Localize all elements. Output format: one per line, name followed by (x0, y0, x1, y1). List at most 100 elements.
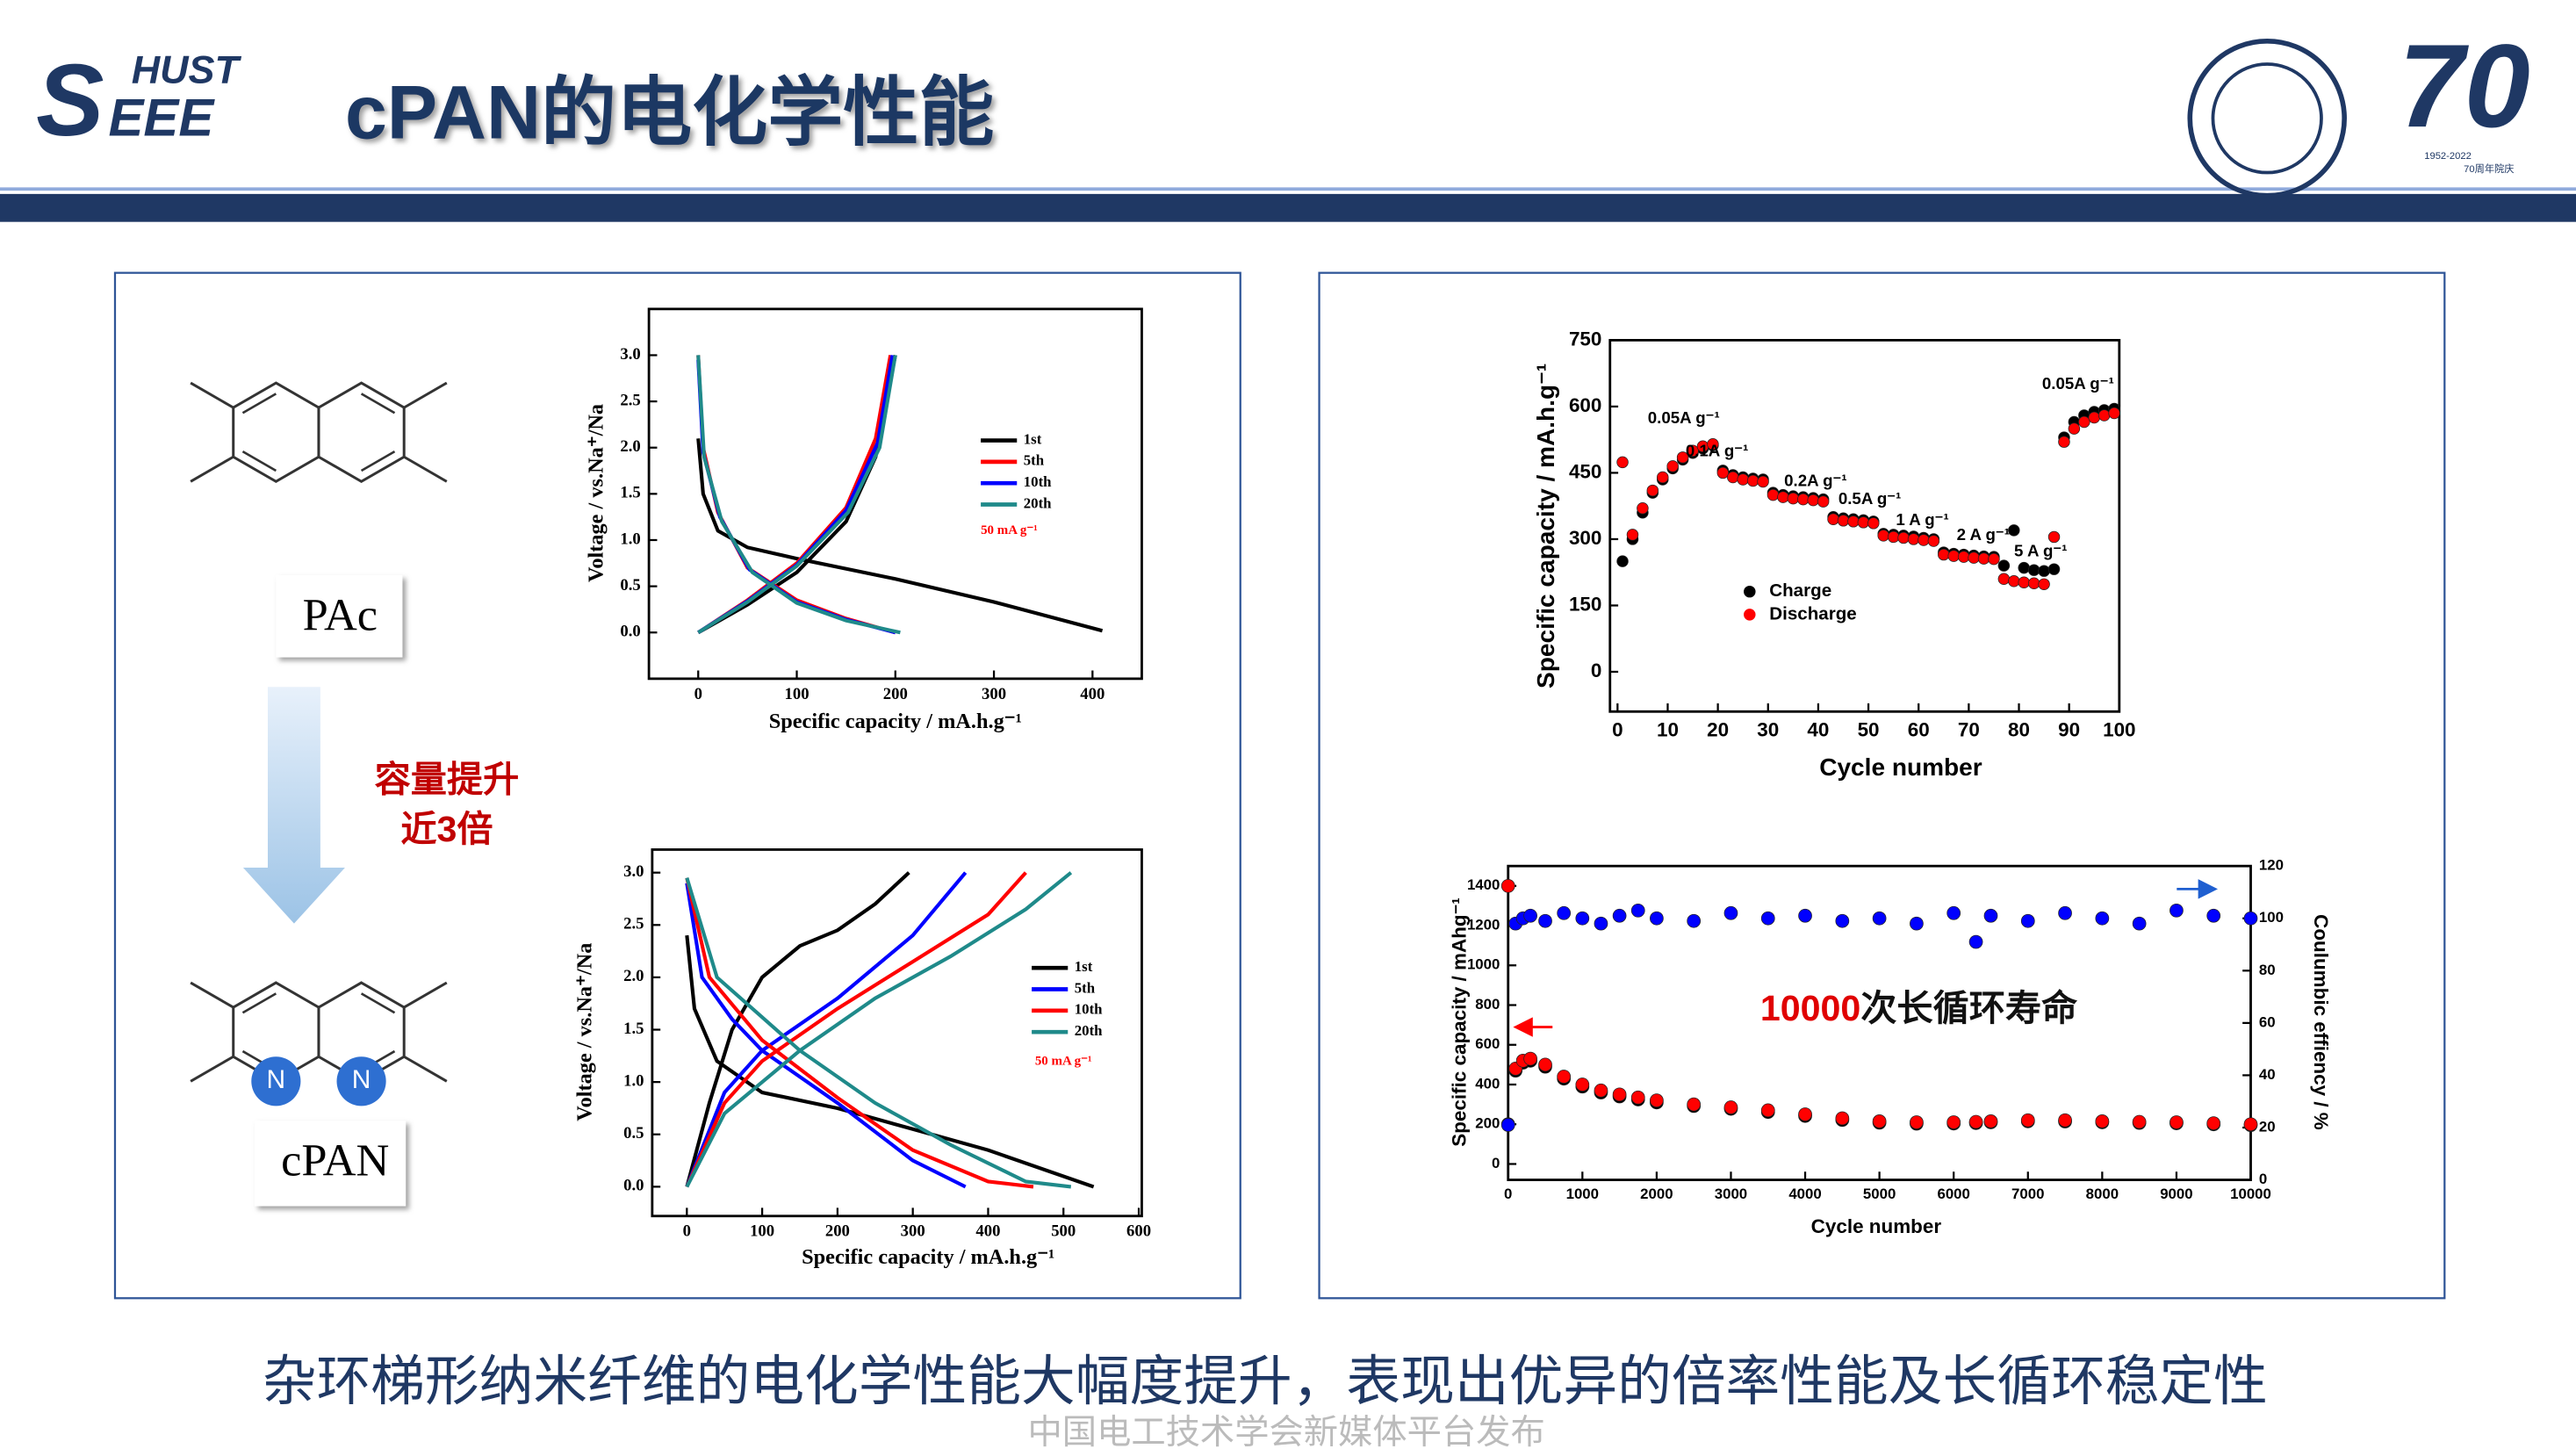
data-point (1538, 913, 1552, 928)
data-point (1594, 1083, 1608, 1098)
y-tick-label: 2.5 (620, 391, 640, 409)
legend-label: 5th (1075, 979, 1096, 996)
data-point (2243, 911, 2258, 926)
data-point (1746, 474, 1759, 487)
data-point (1666, 460, 1679, 472)
y-tick-label: 1000 (1467, 956, 1500, 973)
x-tick-label: 80 (2008, 719, 2030, 741)
y-tick-label: 750 (1569, 328, 1601, 350)
data-point (1616, 555, 1629, 567)
x-tick-label: 10 (1657, 719, 1679, 741)
badge-number: 70 (2399, 19, 2530, 152)
data-point (1777, 491, 1789, 503)
y2-tick-label: 80 (2259, 962, 2276, 978)
annotation: 5 A g⁻¹ (2014, 542, 2067, 560)
y-tick-label: 200 (1475, 1115, 1500, 1132)
x-tick-label: 300 (982, 685, 1006, 703)
data-point (1630, 903, 1645, 918)
data-point (2018, 561, 2030, 574)
data-point (1500, 1118, 1515, 1132)
data-point (2132, 1114, 2147, 1129)
data-point (1612, 908, 1627, 923)
data-point (1757, 475, 1769, 488)
data-point (1977, 552, 1990, 565)
badge-years: 1952-2022 (2424, 151, 2472, 162)
nitrogen (251, 1056, 301, 1106)
data-point (1575, 911, 1590, 926)
emblem (2187, 39, 2347, 198)
annotation: 0.05A g⁻¹ (1648, 408, 1720, 427)
y-axis-label: Voltage / vs.Na⁺/Na (573, 943, 597, 1121)
data-point (1650, 1093, 1664, 1107)
data-point (1983, 908, 1998, 923)
data-point (1646, 484, 1659, 497)
atom-label: N (352, 1065, 371, 1094)
badge-caption: 70周年院庆 (2464, 162, 2514, 175)
legend-label: 5th (1024, 452, 1045, 469)
data-point (1867, 517, 1880, 530)
data-point (1918, 534, 1930, 546)
data-point (1968, 1114, 1983, 1129)
data-point (1910, 1115, 1924, 1129)
y-tick-label: 0 (1492, 1155, 1500, 1171)
pac-label: PAc (303, 590, 378, 641)
x-axis-label: Cycle number (1819, 753, 1982, 781)
legend-label: 20th (1024, 494, 1052, 511)
data-point (2027, 577, 2040, 590)
x-tick-label: 100 (750, 1222, 774, 1241)
plot-frame (651, 848, 1143, 1218)
data-point (1630, 1090, 1645, 1105)
legend-swatch (1744, 609, 1756, 621)
x-tick-label: 3000 (1715, 1186, 1747, 1202)
atom-label: N (267, 1065, 286, 1094)
x-tick-label: 20 (1707, 719, 1729, 741)
x-tick-label: 70 (1958, 719, 1980, 741)
annotation: 10000次长循环寿命 (1760, 988, 2078, 1028)
y-tick-label: 150 (1569, 593, 1601, 615)
y-axis-label: Voltage / vs.Na⁺/Na (585, 404, 608, 582)
data-point (1760, 1103, 1775, 1118)
x-tick-label: 100 (2103, 719, 2135, 741)
data-point (1538, 1057, 1552, 1072)
y2-tick-label: 0 (2259, 1171, 2267, 1187)
data-point (1837, 515, 1850, 527)
x-axis-label: Specific capacity / mA.h.g⁻¹ (769, 710, 1022, 733)
x-tick-label: 50 (1858, 719, 1880, 741)
data-point (1817, 495, 1830, 508)
x-tick-label: 5000 (1863, 1186, 1896, 1202)
series-line (685, 871, 1095, 1189)
data-point (1988, 552, 2000, 566)
x-tick-label: 300 (901, 1222, 925, 1241)
data-point (2058, 436, 2070, 448)
methyl (403, 1055, 448, 1083)
data-point (1907, 533, 1920, 545)
data-point (1835, 1111, 1850, 1126)
y-tick-label: 400 (1475, 1075, 1500, 1092)
series-line (696, 355, 896, 635)
annotation: 0.2A g⁻¹ (1784, 471, 1847, 489)
y-tick-label: 2.5 (623, 915, 644, 933)
y-tick-label: 2.0 (620, 437, 640, 456)
data-point (1626, 529, 1639, 541)
data-point (1872, 1114, 1887, 1128)
page-title: cPAN的电化学性能 (345, 71, 995, 155)
y-tick-label: 1.5 (620, 484, 640, 502)
data-point (2038, 565, 2050, 577)
data-point (1968, 934, 1983, 949)
methyl (190, 455, 234, 483)
label-box (276, 574, 403, 658)
y-tick-label: 0.0 (623, 1177, 644, 1195)
data-point (2095, 1114, 2110, 1128)
data-point (1657, 471, 1669, 484)
annotation: 50 mA g⁻¹ (981, 523, 1038, 537)
y-tick-label: 600 (1569, 394, 1601, 416)
methyl (190, 981, 234, 1009)
data-point (2243, 1117, 2258, 1132)
y-tick-label: 0 (1591, 660, 1601, 681)
annotation: 0.5A g⁻¹ (1838, 489, 1902, 508)
data-point (1500, 878, 1515, 893)
data-point (1575, 1078, 1590, 1092)
data-point (2169, 903, 2184, 918)
data-point (1760, 911, 1775, 926)
